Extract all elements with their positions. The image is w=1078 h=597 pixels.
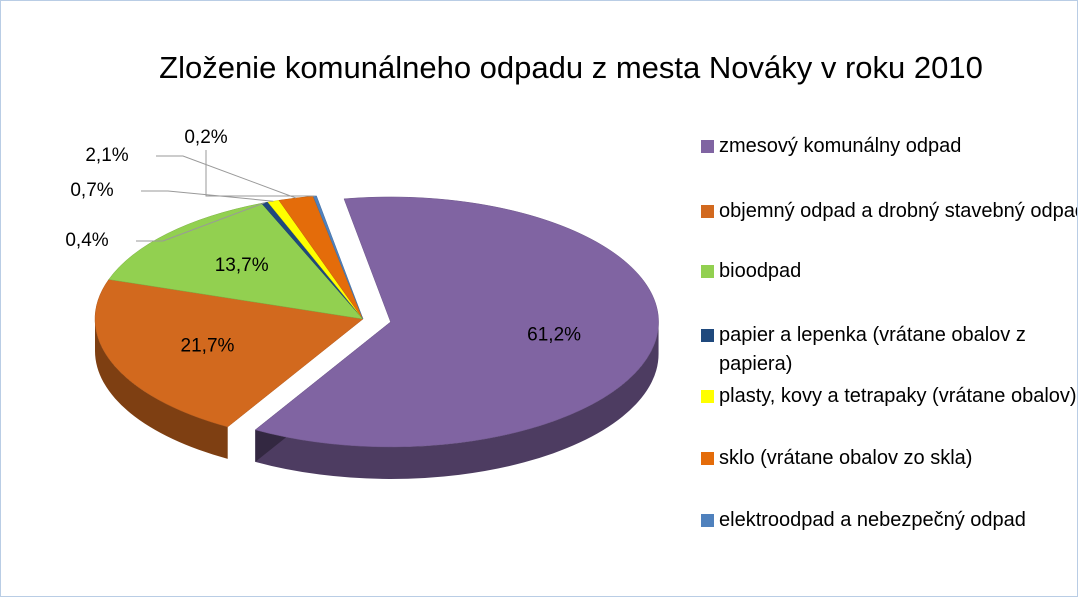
chart-title: Zloženie komunálneho odpadu z mesta Nová… <box>159 50 983 85</box>
pie-slice <box>108 203 364 320</box>
legend-item: elektroodpad a nebezpečný odpad <box>699 506 1077 535</box>
legend-swatch <box>701 390 714 403</box>
data-label: 0,2% <box>184 127 227 148</box>
legend-item: papier a lepenka (vrátane obalov z papie… <box>699 321 1077 379</box>
pie-slice <box>94 279 364 428</box>
legend-swatch <box>701 514 714 527</box>
pie-side <box>255 321 659 479</box>
legend-swatch <box>701 205 714 218</box>
legend-label: elektroodpad a nebezpečný odpad <box>719 509 1026 531</box>
legend-label: sklo (vrátane obalov zo skla) <box>719 447 973 469</box>
legend-swatch <box>701 265 714 278</box>
leader-line <box>205 150 315 197</box>
data-label: 21,7% <box>181 335 235 356</box>
data-label: 61,2% <box>527 325 581 346</box>
legend-swatch <box>701 452 714 465</box>
legend-label: zmesový komunálny odpad <box>719 135 962 157</box>
legend-item: zmesový komunálny odpad <box>699 132 1077 161</box>
legend-item: plasty, kovy a tetrapaky (vrátane obalov… <box>699 382 1077 411</box>
legend-item: objemný odpad a drobný stavebný odpad <box>699 197 1078 226</box>
legend-swatch <box>701 329 714 342</box>
pie-side <box>95 319 228 459</box>
data-label: 0,7% <box>70 180 113 201</box>
legend-label: bioodpad <box>719 260 802 282</box>
leader-line <box>136 202 265 242</box>
legend-label: plasty, kovy a tetrapaky (vrátane obalov… <box>719 385 1077 407</box>
leader-line <box>141 190 274 202</box>
legend-item: bioodpad <box>699 257 1077 286</box>
legend-label: papier a lepenka (vrátane obalov z papie… <box>719 324 1026 375</box>
legend-swatch <box>701 140 714 153</box>
pie-slice <box>254 196 659 448</box>
leader-line <box>156 155 297 199</box>
legend-item: sklo (vrátane obalov zo skla) <box>699 444 1077 473</box>
data-label: 13,7% <box>215 255 269 276</box>
data-label: 0,4% <box>65 230 108 251</box>
legend-label: objemný odpad a drobný stavebný odpad <box>719 200 1078 222</box>
data-label: 2,1% <box>85 145 128 166</box>
